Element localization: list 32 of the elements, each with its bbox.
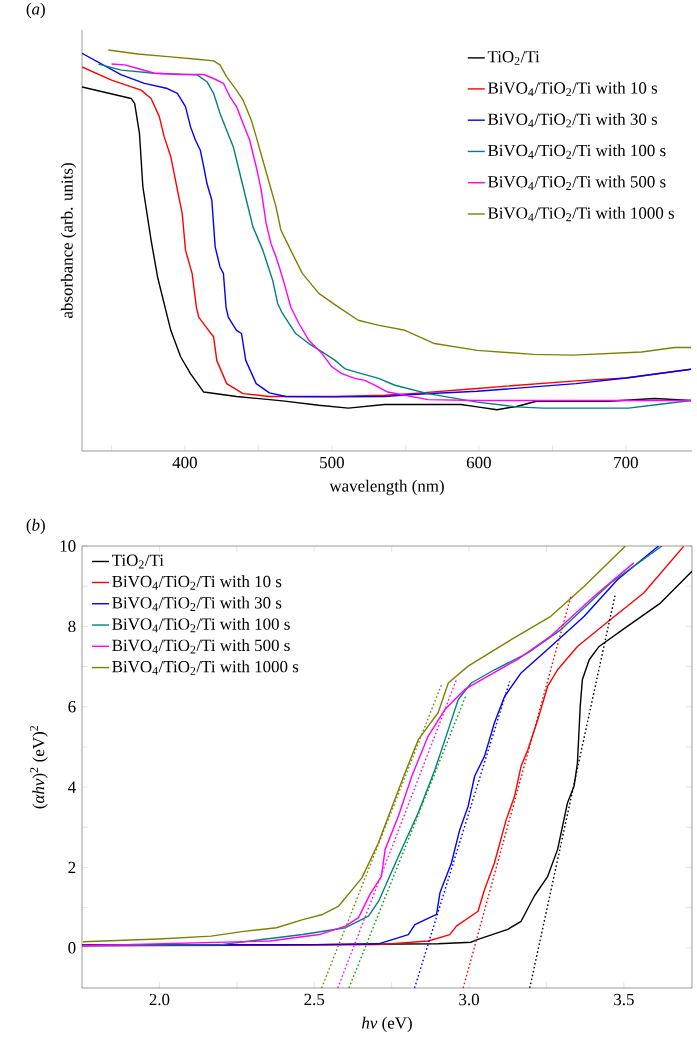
x-tick-label: 3.0 [459,993,479,1006]
legend-label: BiVO$_{4}$/TiO$_{2}$/Ti with 10 s [112,575,282,590]
legend-label: BiVO$_{4}$/TiO$_{2}$/Ti with 1000 s [112,660,299,675]
y-tick-label: 8 [68,620,76,633]
x-tick-label: 2.0 [149,993,170,1006]
x-tick-label: 2.5 [304,993,325,1006]
y-tick-label: 0 [68,942,76,954]
y-axis-title: (αhν)$^{2}$ (eV)$^{2}$ [30,726,48,809]
x-axis-title: hν (eV) [361,1016,412,1033]
x-tick-label: 700 [614,456,638,469]
legend-label: TiO$_{2}$/Ti [487,51,540,65]
legend-label: BiVO$_{4}$/TiO$_{2}$/Ti with 30 s [112,596,282,611]
y-tick-label: 6 [68,701,76,713]
chart-title: (a) [26,2,45,19]
legend-label: BiVO$_{4}$/TiO$_{2}$/Ti with 100 s [112,617,290,633]
x-tick-label: 3.5 [614,993,634,1006]
chart-title: (b) [26,518,45,535]
legend-label: BiVO$_{4}$/TiO$_{2}$/Ti with 100 s [487,144,666,159]
x-axis-title: wavelength (nm) [329,479,444,496]
legend-label: TiO$_{2}$/Ti [112,554,164,569]
x-tick-label: 600 [466,456,491,469]
legend-label: BiVO$_{4}$/TiO$_{2}$/Ti with 10 s [487,81,658,97]
x-tick-label: 400 [172,456,197,469]
legend-label: BiVO$_{4}$/TiO$_{2}$/Ti with 1000 s [487,206,675,222]
legend-label: BiVO$_{4}$/TiO$_{2}$/Ti with 500 s [112,639,290,654]
y-axis-title: absorbance (arb. units) [60,163,77,318]
x-tick-label: 500 [320,456,344,469]
y-tick-label: 4 [68,781,76,793]
legend-label: BiVO$_{4}$/TiO$_{2}$/Ti with 30 s [487,113,658,128]
y-tick-label: 2 [68,861,76,874]
y-tick-label: 10 [60,540,76,552]
legend-label: BiVO$_{4}$/TiO$_{2}$/Ti with 500 s [487,175,666,190]
